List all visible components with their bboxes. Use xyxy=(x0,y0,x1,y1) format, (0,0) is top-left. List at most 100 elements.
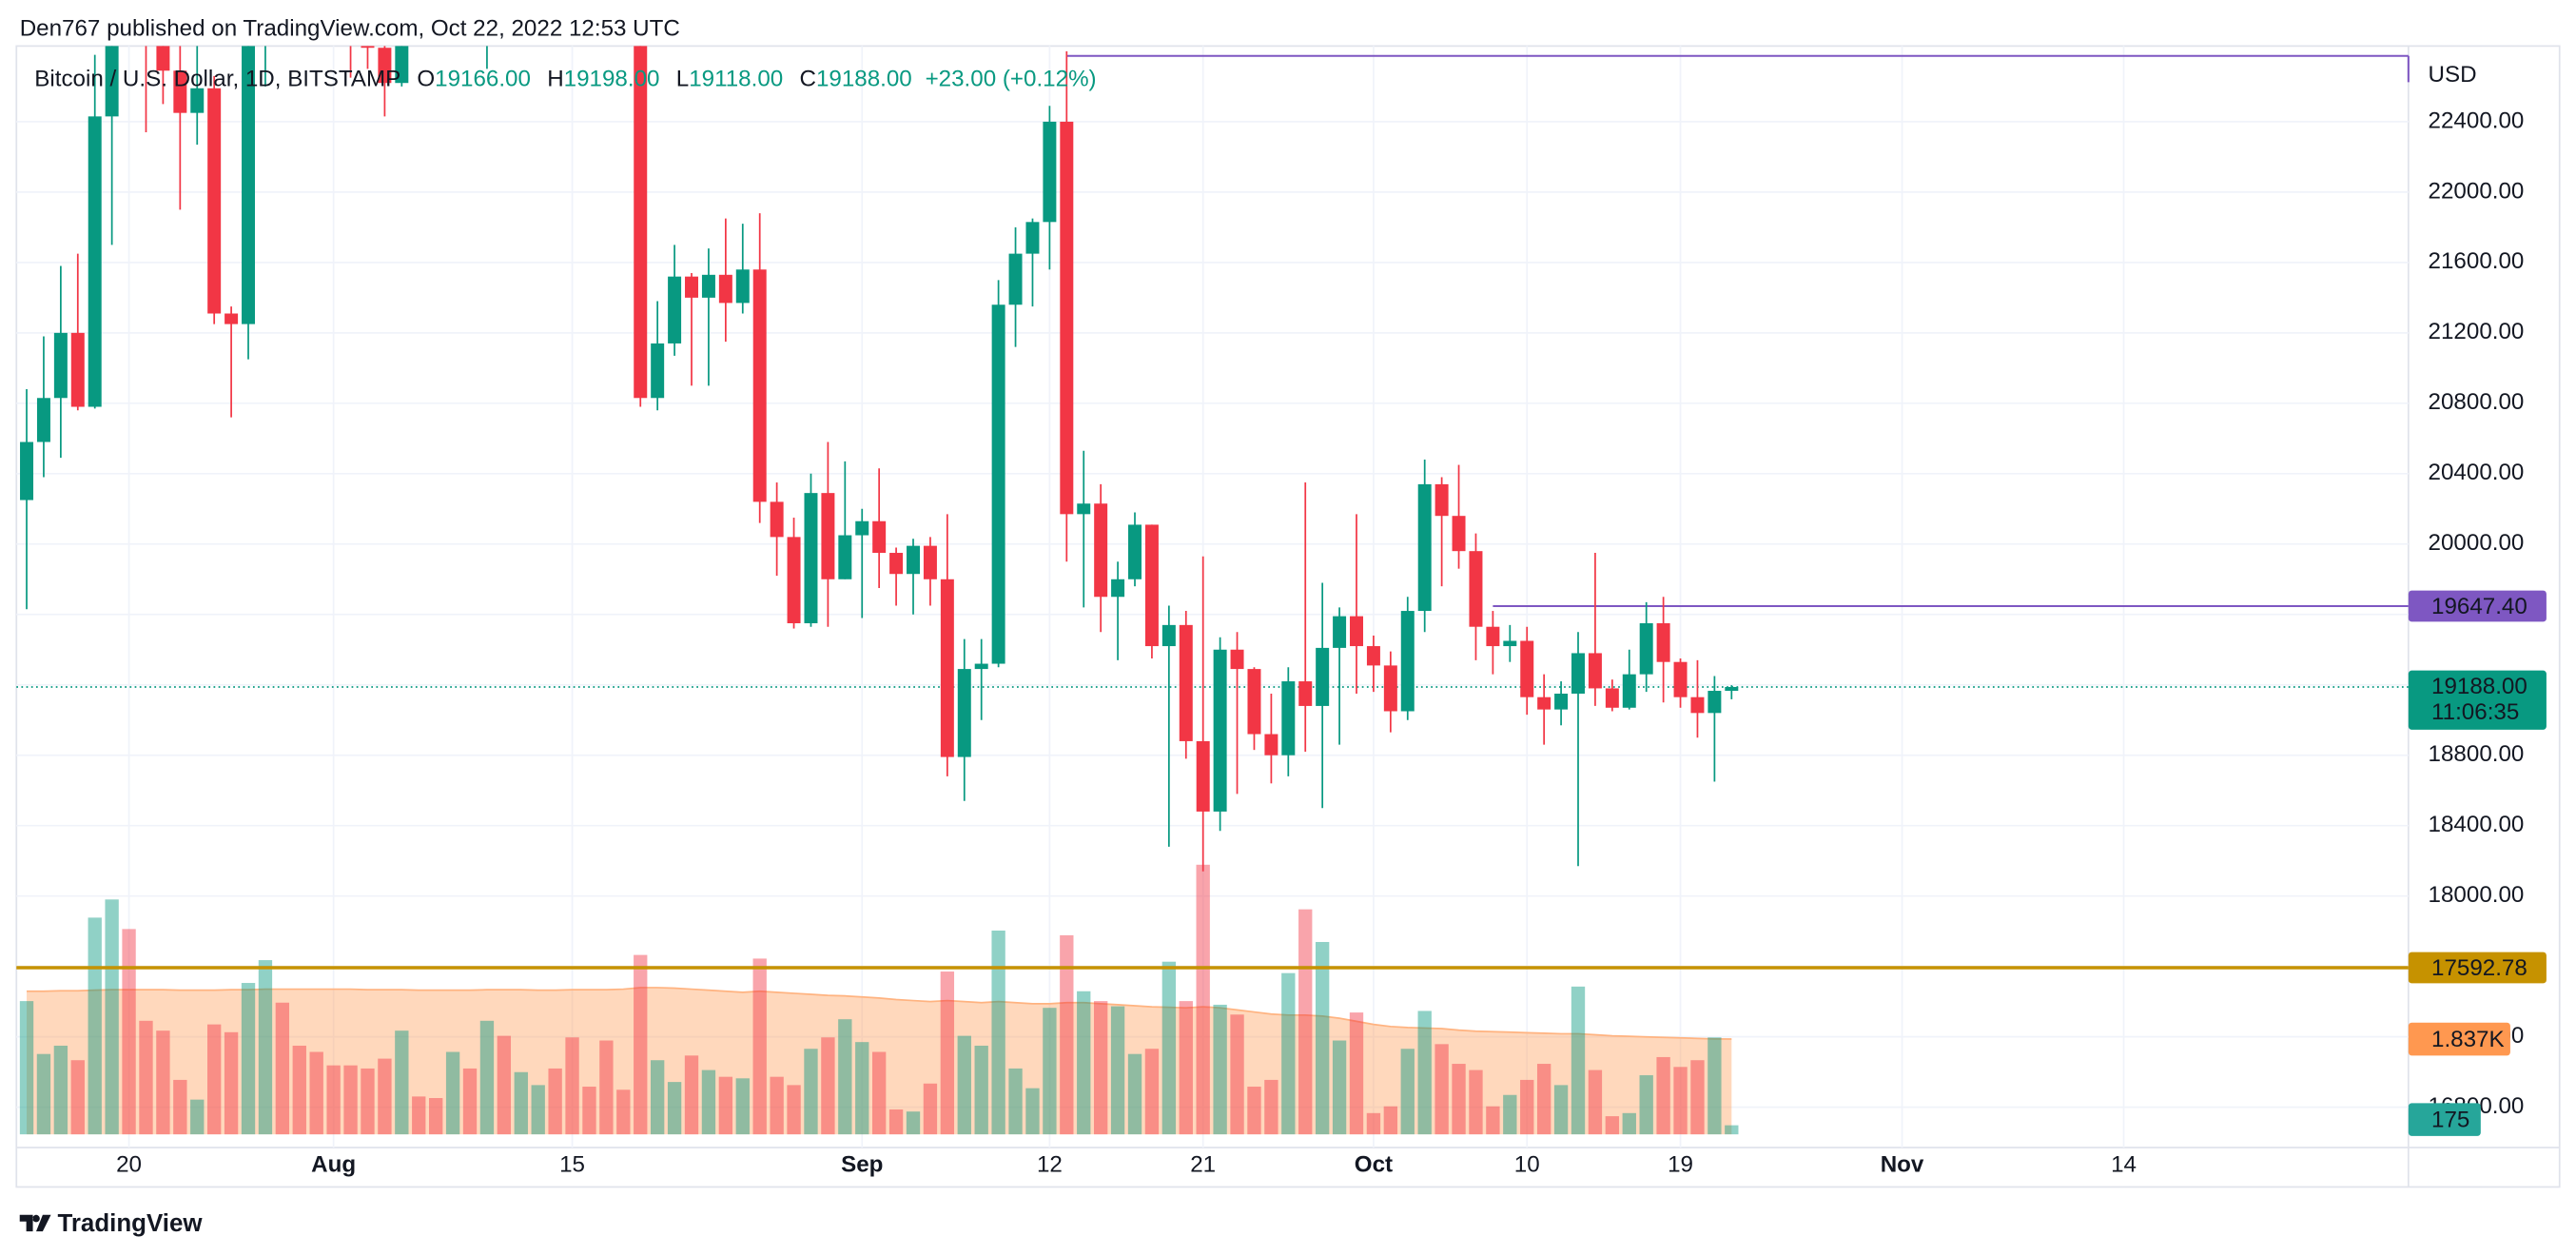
candle-body xyxy=(1077,503,1091,515)
y-tick-label: 20400.00 xyxy=(2429,460,2525,485)
legend-value: 19118.00 xyxy=(689,67,783,92)
volume-bar xyxy=(88,917,102,1135)
volume-bar xyxy=(1247,1087,1261,1135)
volume-bar xyxy=(497,1035,512,1135)
volume-bar xyxy=(1196,864,1210,1135)
candle-body xyxy=(1060,121,1074,515)
volume-bar xyxy=(548,1068,562,1135)
volume-bar xyxy=(1298,909,1313,1135)
volume-ma-area xyxy=(27,987,1732,1135)
legend-key: O xyxy=(417,67,435,92)
candle-body xyxy=(1025,222,1040,254)
candle-body xyxy=(395,46,409,84)
volume-bar xyxy=(1708,1037,1722,1135)
candle-body xyxy=(1179,624,1193,741)
volume-bar xyxy=(718,1076,733,1135)
candle-body xyxy=(361,46,375,49)
candle-body xyxy=(1503,640,1517,647)
last-price-label: 19188.00 xyxy=(2431,674,2527,699)
candle-body xyxy=(1690,697,1705,714)
volume-bar xyxy=(531,1085,545,1135)
volume-bar xyxy=(1230,1014,1244,1135)
volume-bar xyxy=(1553,1085,1569,1135)
legend-value: 19166.00 xyxy=(435,67,531,92)
volume-bar xyxy=(258,960,273,1135)
candle-body xyxy=(1622,674,1636,708)
volume-bar xyxy=(343,1065,358,1135)
y-tick-label: 18400.00 xyxy=(2429,812,2525,837)
candle-body xyxy=(1350,616,1363,647)
candle-body xyxy=(940,579,954,757)
candle-body xyxy=(1417,483,1432,612)
volume-bar xyxy=(1588,1070,1603,1135)
candle-body xyxy=(207,88,222,314)
legend-change: +23.00 (+0.12%) xyxy=(926,67,1097,92)
candle-body xyxy=(685,276,699,298)
logo: TradingView xyxy=(19,1210,203,1237)
volume-bar xyxy=(122,929,136,1135)
candle-body xyxy=(1554,693,1569,710)
candle-body xyxy=(1281,681,1296,756)
candle-body xyxy=(1708,691,1722,714)
candle-body xyxy=(804,493,818,624)
volume-bar xyxy=(923,1083,938,1135)
volume-bar xyxy=(429,1098,443,1135)
logo-text: TradingView xyxy=(57,1210,203,1237)
candle-body xyxy=(1111,579,1125,598)
volume-bar xyxy=(1264,1079,1278,1135)
candle-body xyxy=(1571,653,1585,694)
x-tick-label: Aug xyxy=(311,1151,356,1177)
volume-bar xyxy=(667,1082,682,1135)
volume-bar xyxy=(1673,1067,1688,1135)
level-label: 19647.40 xyxy=(2431,594,2527,619)
volume-bar xyxy=(616,1089,631,1135)
candle-body xyxy=(770,501,784,538)
volume-bar xyxy=(53,1045,68,1135)
volume-bar xyxy=(804,1049,818,1135)
volume-bar xyxy=(173,1079,187,1135)
chart-frame xyxy=(15,45,2561,1188)
x-tick-label: 20 xyxy=(116,1151,142,1177)
volume-bar xyxy=(1417,1011,1432,1135)
candle-body xyxy=(190,88,205,113)
candle-body xyxy=(1298,681,1313,706)
volume-bar xyxy=(991,930,1005,1135)
volume-bar xyxy=(412,1096,426,1135)
x-tick-label: 15 xyxy=(559,1151,585,1177)
volume-bar xyxy=(1332,1040,1347,1135)
volume-bar xyxy=(957,1035,971,1135)
candle-body xyxy=(173,70,187,113)
candle-body xyxy=(634,46,648,399)
volume-bar xyxy=(974,1045,988,1135)
candle-body xyxy=(70,332,85,407)
volume-bar xyxy=(634,954,648,1135)
candle-body xyxy=(1588,653,1602,689)
candle-body xyxy=(105,46,119,117)
candle-body xyxy=(923,545,937,579)
candle-body xyxy=(1383,665,1397,712)
legend-title: Bitcoin / U.S. Dollar, 1D, BITSTAMP xyxy=(34,67,400,92)
volume-bar xyxy=(871,1051,887,1135)
candle-body xyxy=(1537,697,1551,710)
volume-bar xyxy=(1161,961,1177,1135)
x-tick-label: Oct xyxy=(1355,1151,1393,1177)
volume-bar xyxy=(105,899,119,1135)
level-label-box xyxy=(2408,952,2547,984)
y-tick-label: 20000.00 xyxy=(2429,530,2525,556)
volume-bar xyxy=(1315,941,1330,1135)
legend-value: 19188.00 xyxy=(816,67,912,92)
candle-body xyxy=(224,313,239,324)
candle-body xyxy=(1247,669,1261,735)
volume-bar xyxy=(1077,991,1091,1135)
candle-body xyxy=(787,537,801,624)
volume-bar xyxy=(1110,1006,1125,1135)
legend: Bitcoin / U.S. Dollar, 1D, BITSTAMP O191… xyxy=(34,67,1096,92)
candle-body xyxy=(88,116,102,407)
levels xyxy=(16,54,2410,970)
candle-body xyxy=(1639,623,1653,675)
y-tick-label: 21200.00 xyxy=(2429,319,2525,344)
x-tick-label: Sep xyxy=(841,1151,883,1177)
candle-body xyxy=(1520,640,1534,697)
